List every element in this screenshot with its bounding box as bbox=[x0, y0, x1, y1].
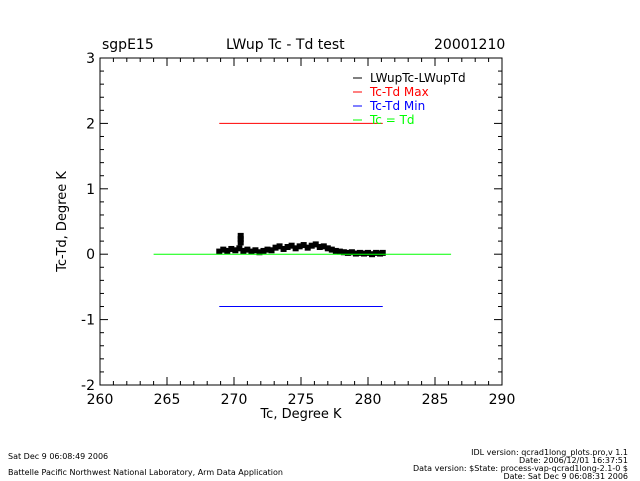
data-point bbox=[324, 245, 331, 252]
x-tick-label: 265 bbox=[154, 392, 181, 408]
data-point bbox=[240, 247, 247, 254]
y-tick-label: -2 bbox=[81, 378, 95, 394]
data-point bbox=[336, 248, 343, 255]
legend-label: Tc = Td bbox=[369, 113, 415, 127]
y-axis-label: Tc-Td, Degree K bbox=[55, 171, 70, 273]
data-point bbox=[348, 249, 355, 256]
x-tick-label: 290 bbox=[489, 392, 516, 408]
data-point bbox=[244, 246, 251, 253]
data-point bbox=[312, 241, 319, 248]
data-point bbox=[356, 249, 363, 256]
x-tick-label: 270 bbox=[221, 392, 248, 408]
data-point bbox=[316, 244, 323, 251]
x-tick-label: 280 bbox=[355, 392, 382, 408]
x-axis-label: Tc, Degree K bbox=[259, 407, 342, 422]
footer-version-line-4: Date: Sat Dec 9 06:08:31 2006 bbox=[503, 472, 628, 481]
data-point bbox=[248, 248, 255, 255]
data-point bbox=[288, 242, 295, 249]
legend-label: Tc-Td Max bbox=[369, 85, 429, 99]
data-point bbox=[256, 249, 263, 256]
data-point bbox=[264, 246, 271, 253]
data-point bbox=[320, 243, 327, 250]
y-tick-label: 1 bbox=[86, 182, 95, 198]
data-point bbox=[296, 243, 303, 250]
data-point bbox=[260, 247, 267, 254]
x-tick-label: 260 bbox=[87, 392, 114, 408]
data-point bbox=[228, 245, 235, 252]
data-point bbox=[216, 248, 223, 255]
legend-label: Tc-Td Min bbox=[369, 99, 425, 113]
data-point bbox=[280, 245, 287, 252]
data-point bbox=[252, 247, 259, 254]
x-tick-label: 275 bbox=[288, 392, 315, 408]
y-tick-label: 0 bbox=[86, 247, 95, 263]
data-layer bbox=[153, 122, 452, 308]
legend-label: LWupTc-LWupTd bbox=[370, 71, 466, 85]
footer-version-line-3: Data version: $State: process-vap-qcrad1… bbox=[412, 464, 628, 473]
data-point bbox=[308, 242, 315, 249]
footer-version-line-2: Date: 2006/12/01 16:37:51 bbox=[519, 456, 628, 465]
footer-version-line-1: IDL version: qcrad1long_plots.pro,v 1.1 bbox=[471, 448, 628, 457]
data-point bbox=[328, 246, 335, 253]
data-point bbox=[236, 245, 243, 252]
data-point bbox=[237, 232, 244, 239]
chart-title: LWup Tc - Td test bbox=[226, 37, 345, 53]
data-point bbox=[304, 244, 311, 251]
data-point bbox=[284, 244, 291, 251]
x-tick-label: 285 bbox=[422, 392, 449, 408]
axes: 260 265 270 275 280 285 290 -2 -1 0 1 2 3 Tc, Degree … bbox=[55, 51, 515, 422]
data-point bbox=[352, 250, 359, 257]
data-point bbox=[360, 250, 367, 257]
date-label: 20001210 bbox=[434, 37, 506, 53]
footer-run-date: Sat Dec 9 06:08:49 2006 bbox=[8, 452, 109, 461]
y-tick-label: 3 bbox=[86, 51, 95, 67]
data-point bbox=[292, 245, 299, 252]
plot-frame bbox=[99, 57, 503, 386]
data-point bbox=[220, 246, 227, 253]
data-point bbox=[373, 249, 380, 256]
data-point bbox=[237, 239, 244, 246]
data-point bbox=[237, 236, 244, 243]
y-tick-label: 2 bbox=[86, 116, 95, 132]
data-point bbox=[276, 243, 283, 250]
data-point bbox=[300, 242, 307, 249]
data-point bbox=[332, 247, 339, 254]
site-label: sgpE15 bbox=[102, 37, 154, 53]
data-point bbox=[365, 249, 371, 256]
footer-organization: Battelle Pacific Northwest National Labo… bbox=[8, 468, 283, 477]
y-tick-label: -1 bbox=[81, 313, 95, 329]
data-point bbox=[340, 249, 347, 256]
data-point bbox=[268, 247, 275, 254]
data-point bbox=[272, 244, 279, 251]
data-point bbox=[379, 249, 386, 256]
data-point bbox=[224, 247, 231, 254]
data-point bbox=[232, 247, 239, 254]
data-point bbox=[344, 249, 351, 256]
